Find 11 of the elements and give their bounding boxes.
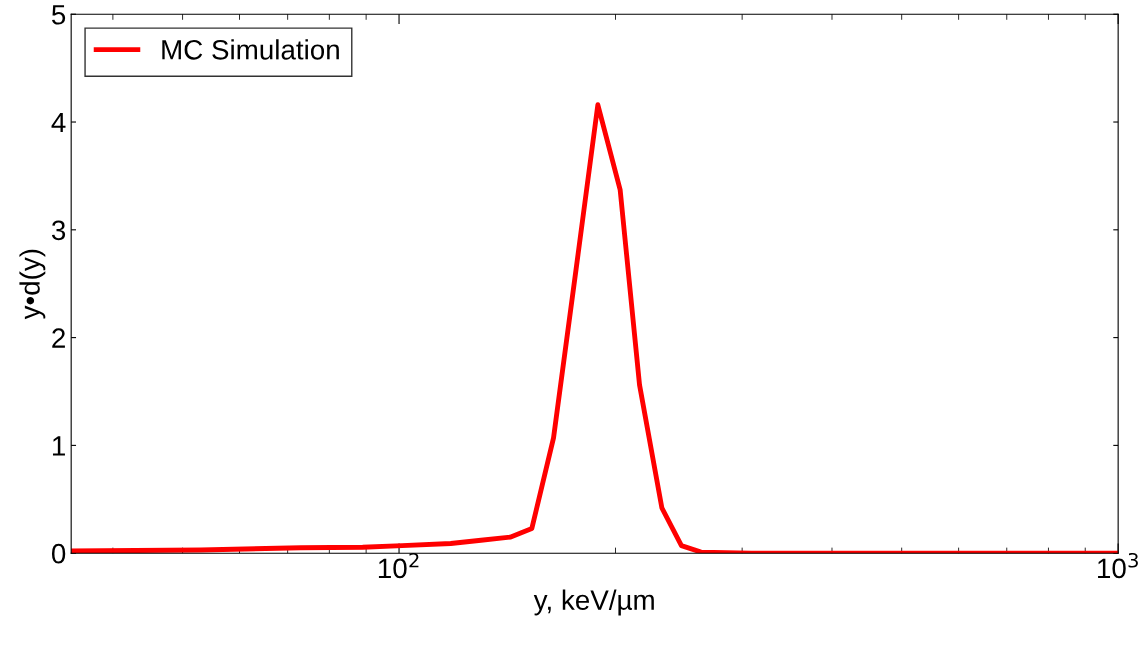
y-tick-label: 4 <box>51 112 66 133</box>
y-tick-label: 0 <box>51 543 66 564</box>
x-tick-label: 10$^{3}$ <box>1098 552 1138 579</box>
x-axis-title: y, keV/µm <box>533 589 654 616</box>
y-tick-label: 1 <box>52 436 65 456</box>
y-tick-label: 3 <box>51 220 66 241</box>
y-tick-label: 2 <box>52 328 65 348</box>
legend-label: MC Simulation <box>162 39 339 60</box>
x-tick-label: 10$^{2}$ <box>378 552 419 579</box>
y-tick-label: 5 <box>51 5 66 25</box>
y-axis-title: y•d(y) <box>19 249 46 320</box>
